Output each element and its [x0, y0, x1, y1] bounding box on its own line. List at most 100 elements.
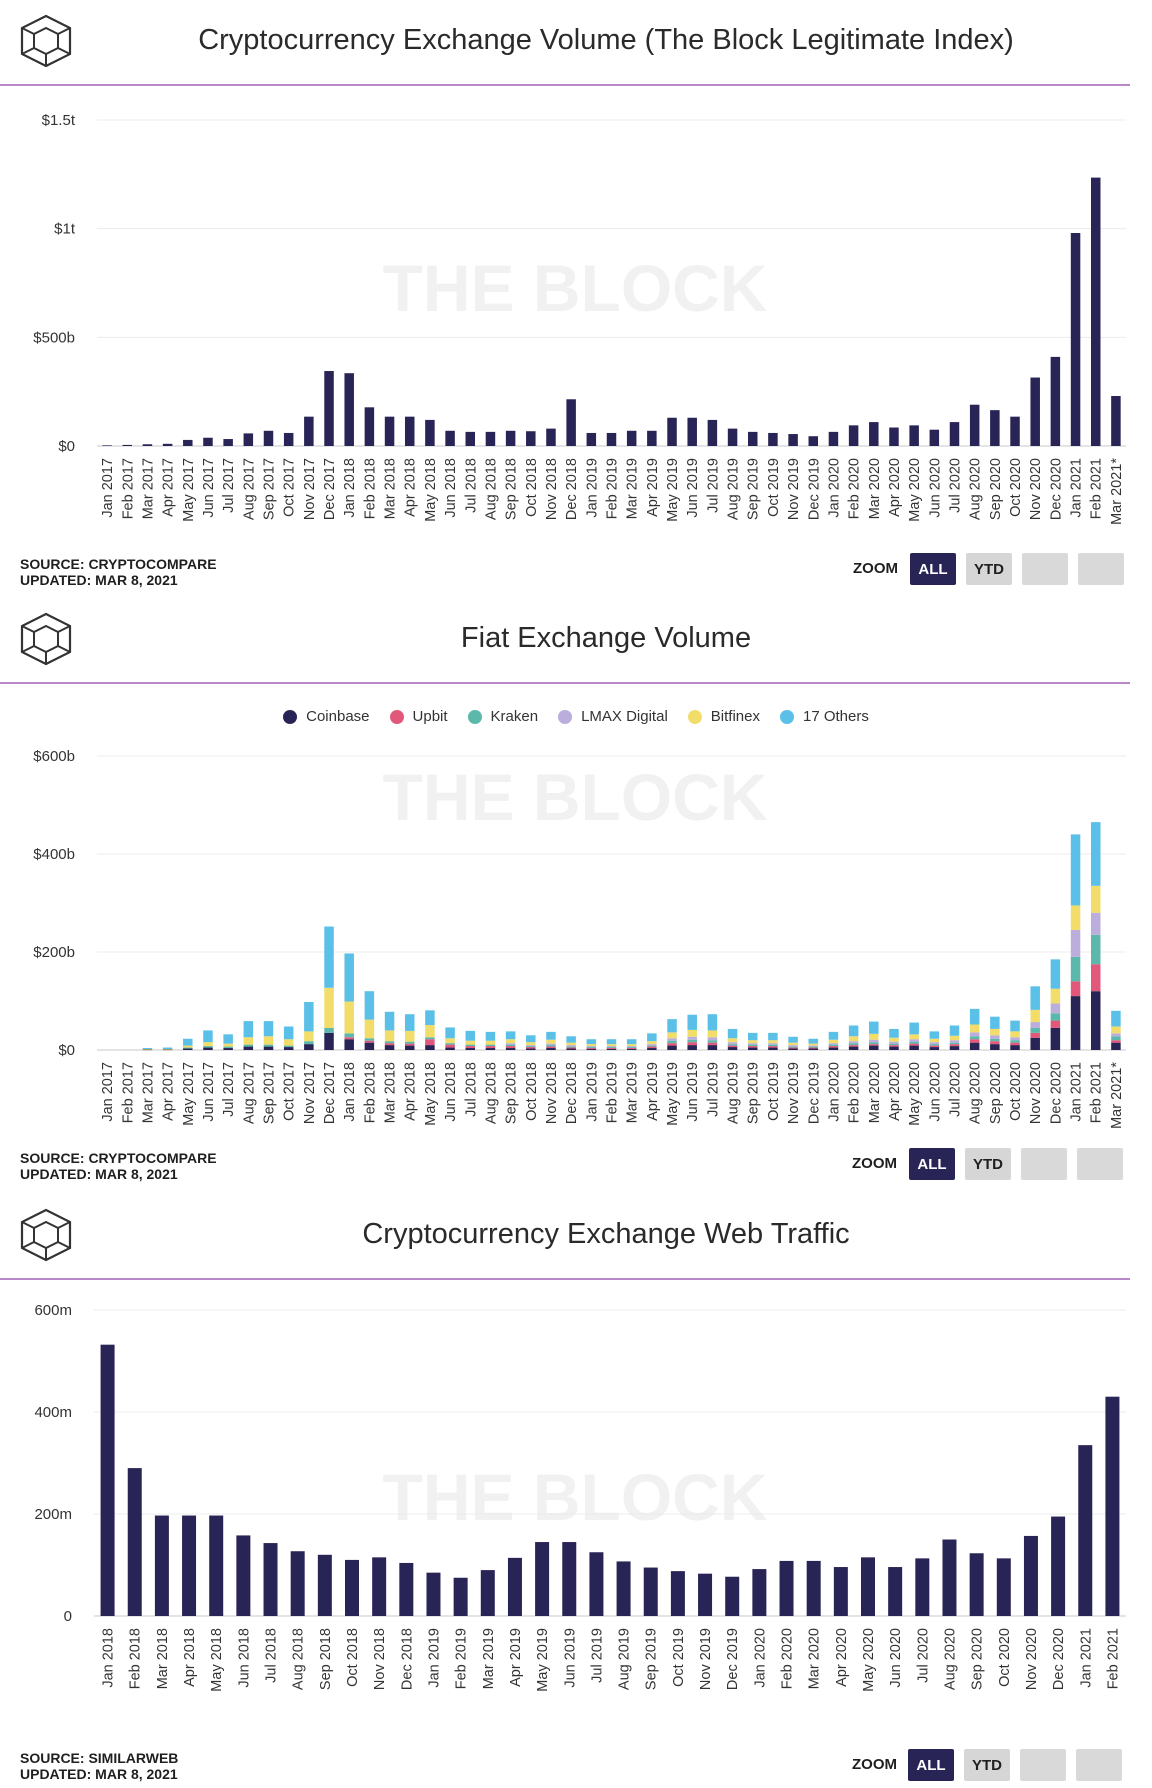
bar-segment[interactable]: [1090, 885, 1101, 913]
bar-segment[interactable]: [1010, 1042, 1020, 1046]
bar-segment[interactable]: [707, 1014, 718, 1031]
bar-segment[interactable]: [990, 1038, 1000, 1042]
bar-segment[interactable]: [344, 1037, 354, 1040]
bar-segment[interactable]: [869, 1044, 879, 1046]
bar-segment[interactable]: [687, 1045, 697, 1050]
bar-segment[interactable]: [1090, 934, 1101, 965]
bar-segment[interactable]: [586, 1046, 597, 1048]
bar-segment[interactable]: [727, 1044, 738, 1046]
bar-segment[interactable]: [324, 926, 334, 988]
bar-segment[interactable]: [404, 1030, 415, 1042]
bar-segment[interactable]: [505, 1048, 516, 1050]
bar[interactable]: [566, 399, 576, 446]
bar-segment[interactable]: [848, 1036, 859, 1042]
bar-segment[interactable]: [505, 1039, 516, 1044]
bar-segment[interactable]: [606, 1046, 617, 1048]
bar[interactable]: [453, 1577, 468, 1616]
bar-segment[interactable]: [283, 1045, 294, 1048]
bar-segment[interactable]: [788, 1048, 798, 1050]
bar-segment[interactable]: [364, 1038, 375, 1041]
bar-segment[interactable]: [1090, 912, 1101, 935]
bar-segment[interactable]: [990, 1044, 1000, 1050]
bar-segment[interactable]: [1010, 1037, 1020, 1041]
bar-segment[interactable]: [546, 1046, 556, 1049]
bar[interactable]: [1090, 177, 1101, 446]
bar-segment[interactable]: [889, 1045, 899, 1047]
bar-segment[interactable]: [747, 1044, 758, 1047]
bar-segment[interactable]: [1030, 986, 1040, 1010]
bar-segment[interactable]: [1111, 1040, 1121, 1043]
bar-segment[interactable]: [909, 1034, 919, 1040]
bar-segment[interactable]: [768, 1032, 778, 1041]
bar[interactable]: [154, 1515, 169, 1616]
bar-segment[interactable]: [566, 1036, 576, 1043]
legend-item[interactable]: 17 Others: [779, 708, 869, 725]
bar-segment[interactable]: [869, 1033, 879, 1040]
bar-segment[interactable]: [929, 1044, 940, 1046]
bar[interactable]: [707, 419, 718, 446]
bar-segment[interactable]: [667, 1038, 677, 1041]
zoom-ytd-button[interactable]: YTD: [964, 1749, 1010, 1781]
bar-segment[interactable]: [848, 1041, 859, 1044]
bar-segment[interactable]: [828, 1046, 839, 1048]
bar-segment[interactable]: [586, 1039, 597, 1045]
bar-segment[interactable]: [768, 1047, 778, 1050]
bar-segment[interactable]: [1070, 834, 1081, 906]
bar-segment[interactable]: [526, 1047, 536, 1049]
bar-segment[interactable]: [969, 1039, 980, 1043]
bar-segment[interactable]: [183, 1038, 193, 1046]
bar-segment[interactable]: [909, 1022, 919, 1035]
legend-item[interactable]: LMAX Digital: [558, 708, 668, 725]
bar-segment[interactable]: [848, 1025, 859, 1037]
bar-segment[interactable]: [687, 1029, 697, 1037]
bar-segment[interactable]: [1030, 1009, 1040, 1023]
bar-segment[interactable]: [889, 1028, 899, 1038]
bar-segment[interactable]: [203, 1047, 213, 1050]
bar-segment[interactable]: [546, 1048, 556, 1050]
bar-segment[interactable]: [465, 1044, 476, 1047]
bar[interactable]: [667, 417, 677, 446]
bar-segment[interactable]: [808, 1048, 819, 1050]
zoom-all-button[interactable]: ALL: [910, 553, 956, 585]
bar[interactable]: [100, 1344, 115, 1616]
bar[interactable]: [426, 1572, 441, 1616]
bar-segment[interactable]: [263, 1021, 274, 1037]
bar-segment[interactable]: [586, 1044, 597, 1047]
bar[interactable]: [869, 422, 879, 446]
bar-segment[interactable]: [344, 1033, 354, 1038]
zoom-all-button[interactable]: ALL: [909, 1148, 955, 1180]
bar[interactable]: [643, 1567, 658, 1616]
bar-segment[interactable]: [283, 1026, 294, 1040]
bar-segment[interactable]: [889, 1043, 899, 1046]
bar-segment[interactable]: [667, 1019, 677, 1033]
bar[interactable]: [747, 431, 758, 446]
bar-segment[interactable]: [324, 1032, 334, 1050]
bar-segment[interactable]: [1111, 1010, 1121, 1027]
bar-segment[interactable]: [606, 1048, 617, 1050]
bar-segment[interactable]: [586, 1049, 597, 1050]
bar-segment[interactable]: [263, 1046, 274, 1050]
bar-segment[interactable]: [808, 1038, 819, 1044]
bar-segment[interactable]: [788, 1042, 798, 1046]
bar-segment[interactable]: [445, 1027, 455, 1039]
bar[interactable]: [1070, 233, 1081, 446]
bar[interactable]: [727, 428, 738, 446]
bar-segment[interactable]: [425, 1037, 435, 1040]
bar[interactable]: [445, 430, 455, 446]
bar-segment[interactable]: [727, 1047, 738, 1050]
bar-segment[interactable]: [1090, 964, 1101, 992]
bar-segment[interactable]: [626, 1039, 637, 1045]
bar[interactable]: [1030, 377, 1040, 446]
bar-segment[interactable]: [546, 1043, 556, 1046]
bar-segment[interactable]: [647, 1044, 657, 1046]
bar[interactable]: [949, 422, 960, 446]
bar-segment[interactable]: [384, 1030, 395, 1042]
bar-segment[interactable]: [364, 991, 375, 1020]
bar[interactable]: [142, 444, 153, 446]
bar-segment[interactable]: [324, 987, 334, 1028]
bar-segment[interactable]: [243, 1021, 254, 1038]
bar-segment[interactable]: [626, 1047, 637, 1049]
bar-segment[interactable]: [445, 1044, 455, 1048]
bar-segment[interactable]: [162, 1049, 173, 1051]
bar-segment[interactable]: [526, 1045, 536, 1047]
